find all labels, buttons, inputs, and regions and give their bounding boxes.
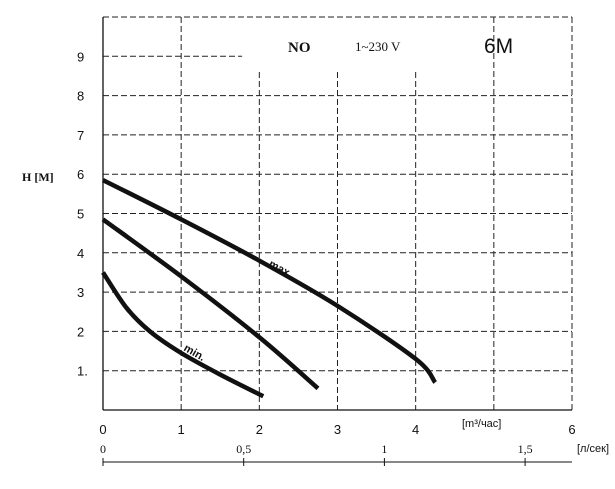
x-tick-label: 6 bbox=[568, 422, 575, 437]
x-tick-label: 2 bbox=[256, 422, 263, 437]
y-tick-label: 2 bbox=[77, 324, 84, 339]
x-axis-unit-primary: [m³/час] bbox=[462, 418, 501, 430]
y-tick-label: 4 bbox=[77, 246, 84, 261]
y-tick-label: 7 bbox=[77, 128, 84, 143]
y-tick-label: 9 bbox=[77, 49, 84, 64]
x2-tick-label: 1,5 bbox=[518, 442, 533, 456]
axes bbox=[102, 17, 572, 466]
y-tick-label: 5 bbox=[77, 207, 84, 222]
x-tick-label: 3 bbox=[334, 422, 341, 437]
x2-tick-label: 1 bbox=[381, 442, 387, 456]
x2-tick-label: 0 bbox=[100, 442, 106, 456]
y-axis-label: H [M] bbox=[22, 170, 54, 184]
header-speed: 6M bbox=[484, 35, 513, 58]
tick-labels: 1. 2 3 4 5 6 7 8 9 0 1 2 3 4 6 0 0,5 1 1,5 bbox=[77, 49, 576, 456]
grid-lines bbox=[103, 16, 573, 410]
x-tick-label: 4 bbox=[412, 422, 419, 437]
y-tick-label: 8 bbox=[77, 89, 84, 104]
header-voltage: 1~230 V bbox=[355, 39, 401, 54]
y-tick-label: 1. bbox=[77, 364, 88, 379]
x-tick-label: 1 bbox=[178, 422, 185, 437]
curve-line-3 bbox=[101, 271, 265, 399]
curves: max.min. bbox=[101, 178, 438, 399]
curve-label-max: max. bbox=[267, 258, 295, 280]
y-tick-label: 3 bbox=[77, 285, 84, 300]
curve-line-1 bbox=[101, 178, 438, 384]
curve-line-2 bbox=[101, 217, 320, 391]
x-tick-label: 0 bbox=[99, 422, 106, 437]
y-tick-label: 6 bbox=[77, 167, 84, 182]
header-model: NO bbox=[288, 40, 311, 56]
x-axis-unit-secondary: [л/сек] bbox=[577, 443, 609, 455]
x2-tick-label: 0,5 bbox=[236, 442, 251, 456]
